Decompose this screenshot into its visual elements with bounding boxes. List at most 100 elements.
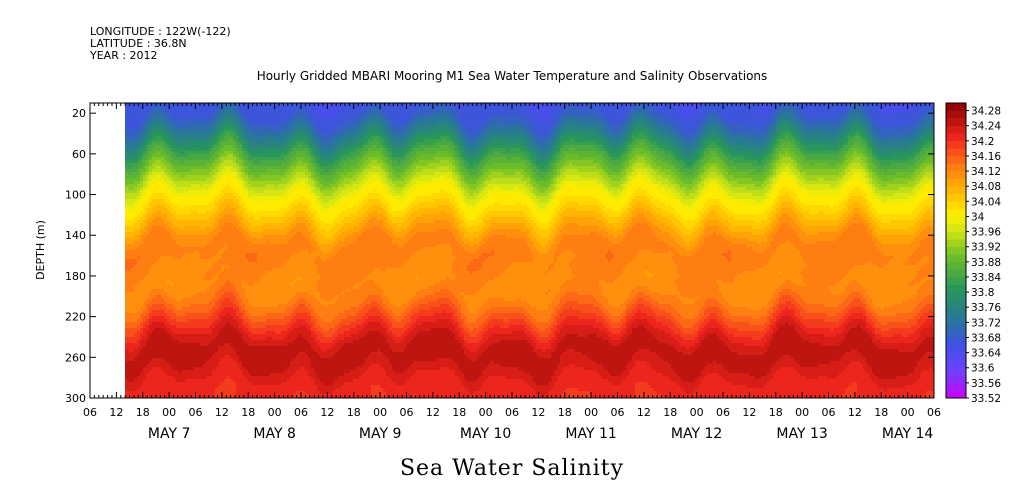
x-hour-label: 18 bbox=[452, 406, 466, 419]
x-hour-label: 00 bbox=[795, 406, 809, 419]
x-hour-label: 06 bbox=[294, 406, 308, 419]
x-hour-label: 18 bbox=[347, 406, 361, 419]
colorbar-swatch bbox=[946, 224, 966, 232]
x-hour-label: 00 bbox=[162, 406, 176, 419]
colorbar-label: 34.12 bbox=[971, 166, 1001, 178]
colorbar-swatch bbox=[946, 103, 966, 111]
x-hour-label: 18 bbox=[241, 406, 255, 419]
x-hour-label: 18 bbox=[663, 406, 677, 419]
colorbar-swatch bbox=[946, 178, 966, 187]
x-date-label: MAY 10 bbox=[460, 426, 511, 442]
colorbar-label: 33.6 bbox=[971, 363, 995, 375]
chart-title: Hourly Gridded MBARI Mooring M1 Sea Wate… bbox=[257, 69, 768, 83]
colorbar-swatch bbox=[946, 216, 966, 225]
salinity-field bbox=[125, 103, 934, 398]
y-tick-label: 100 bbox=[65, 189, 86, 202]
x-hour-label: 18 bbox=[769, 406, 783, 419]
colorbar-swatch bbox=[946, 140, 966, 149]
x-hour-label: 06 bbox=[400, 406, 414, 419]
x-hour-label: 18 bbox=[558, 406, 572, 419]
y-tick-label: 140 bbox=[65, 229, 86, 242]
colorbar-label: 33.56 bbox=[971, 378, 1001, 390]
x-hour-label: 00 bbox=[584, 406, 598, 419]
colorbar-swatch bbox=[946, 337, 966, 346]
colorbar-swatch bbox=[946, 133, 966, 142]
x-hour-label: 00 bbox=[479, 406, 493, 419]
y-tick-label: 220 bbox=[65, 311, 86, 324]
x-hour-label: 12 bbox=[426, 406, 440, 419]
colorbar-swatch bbox=[946, 284, 966, 293]
year-label: YEAR : 2012 bbox=[89, 49, 158, 62]
x-hour-label: 00 bbox=[690, 406, 704, 419]
colorbar-swatch bbox=[946, 110, 966, 119]
colorbar-label: 33.96 bbox=[971, 227, 1001, 239]
x-date-label: MAY 8 bbox=[253, 426, 295, 442]
colorbar-swatch bbox=[946, 352, 966, 361]
x-hour-label: 06 bbox=[83, 406, 97, 419]
y-tick-label: 20 bbox=[72, 107, 86, 120]
colorbar-label: 34.16 bbox=[971, 151, 1001, 163]
colorbar-label: 33.76 bbox=[971, 302, 1001, 314]
x-hour-label: 00 bbox=[268, 406, 282, 419]
colorbar-swatch bbox=[946, 125, 966, 134]
colorbar-swatch bbox=[946, 292, 966, 300]
colorbar-swatch bbox=[946, 375, 966, 384]
colorbar-swatch bbox=[946, 382, 966, 391]
latitude-label: LATITUDE : 36.8N bbox=[90, 37, 187, 50]
colorbar-label: 34.04 bbox=[971, 196, 1001, 208]
x-hour-label: 12 bbox=[320, 406, 334, 419]
colorbar-label: 33.8 bbox=[971, 287, 994, 299]
x-hour-label: 06 bbox=[822, 406, 836, 419]
x-hour-label: 12 bbox=[531, 406, 545, 419]
colorbar-swatch bbox=[946, 299, 966, 308]
colorbar-swatch bbox=[946, 155, 966, 164]
colorbar: 34.28 34.24 34.2 34.16 34.12 34.08 34.04 34 33.9… bbox=[945, 102, 1001, 405]
colorbar-swatch bbox=[946, 329, 966, 338]
colorbar-label: 33.52 bbox=[971, 393, 1001, 405]
y-axis-label: DEPTH (m) bbox=[34, 220, 47, 280]
colorbar-swatch bbox=[946, 208, 966, 217]
colorbar-swatch bbox=[946, 201, 966, 210]
x-hour-label: 06 bbox=[716, 406, 730, 419]
colorbar-swatch bbox=[946, 307, 966, 316]
y-tick-label: 180 bbox=[65, 270, 86, 283]
colorbar-label: 33.72 bbox=[971, 317, 1001, 329]
x-hour-label: 12 bbox=[637, 406, 651, 419]
colorbar-swatch bbox=[946, 314, 966, 323]
colorbar-label: 33.84 bbox=[971, 272, 1001, 284]
colorbar-swatch bbox=[946, 254, 966, 263]
colorbar-label: 33.64 bbox=[971, 348, 1001, 360]
x-hour-label: 18 bbox=[136, 406, 150, 419]
longitude-label: LONGITUDE : 122W(-122) bbox=[90, 25, 231, 38]
colorbar-swatch bbox=[946, 239, 966, 248]
x-hour-label: 06 bbox=[611, 406, 625, 419]
x-date-label: MAY 11 bbox=[565, 426, 616, 442]
x-hour-label: 12 bbox=[848, 406, 862, 419]
chart-caption: Sea Water Salinity bbox=[400, 456, 624, 481]
colorbar-swatch bbox=[946, 231, 966, 240]
colorbar-swatch bbox=[946, 269, 966, 278]
colorbar-swatch bbox=[946, 246, 966, 255]
colorbar-label: 34.08 bbox=[971, 181, 1001, 193]
x-date-label: MAY 7 bbox=[148, 426, 190, 442]
x-date-label: MAY 14 bbox=[882, 426, 933, 442]
colorbar-swatch bbox=[946, 186, 966, 195]
colorbar-swatch bbox=[946, 360, 966, 369]
colorbar-swatch bbox=[946, 118, 966, 126]
x-hour-label: 06 bbox=[505, 406, 519, 419]
x-date-label: MAY 12 bbox=[671, 426, 722, 442]
x-hour-label: 06 bbox=[189, 406, 203, 419]
x-hour-label: 12 bbox=[215, 406, 229, 419]
x-hour-label: 18 bbox=[874, 406, 888, 419]
colorbar-swatch bbox=[946, 148, 966, 157]
colorbar-swatch bbox=[946, 193, 966, 202]
colorbar-swatch bbox=[946, 390, 966, 399]
x-hour-label: 00 bbox=[901, 406, 915, 419]
x-date-label: MAY 13 bbox=[776, 426, 827, 442]
colorbar-label: 34.2 bbox=[971, 136, 994, 148]
colorbar-label: 33.68 bbox=[971, 332, 1001, 344]
x-hour-label: 12 bbox=[742, 406, 756, 419]
colorbar-label: 34 bbox=[971, 211, 985, 223]
y-tick-label: 300 bbox=[65, 392, 86, 405]
